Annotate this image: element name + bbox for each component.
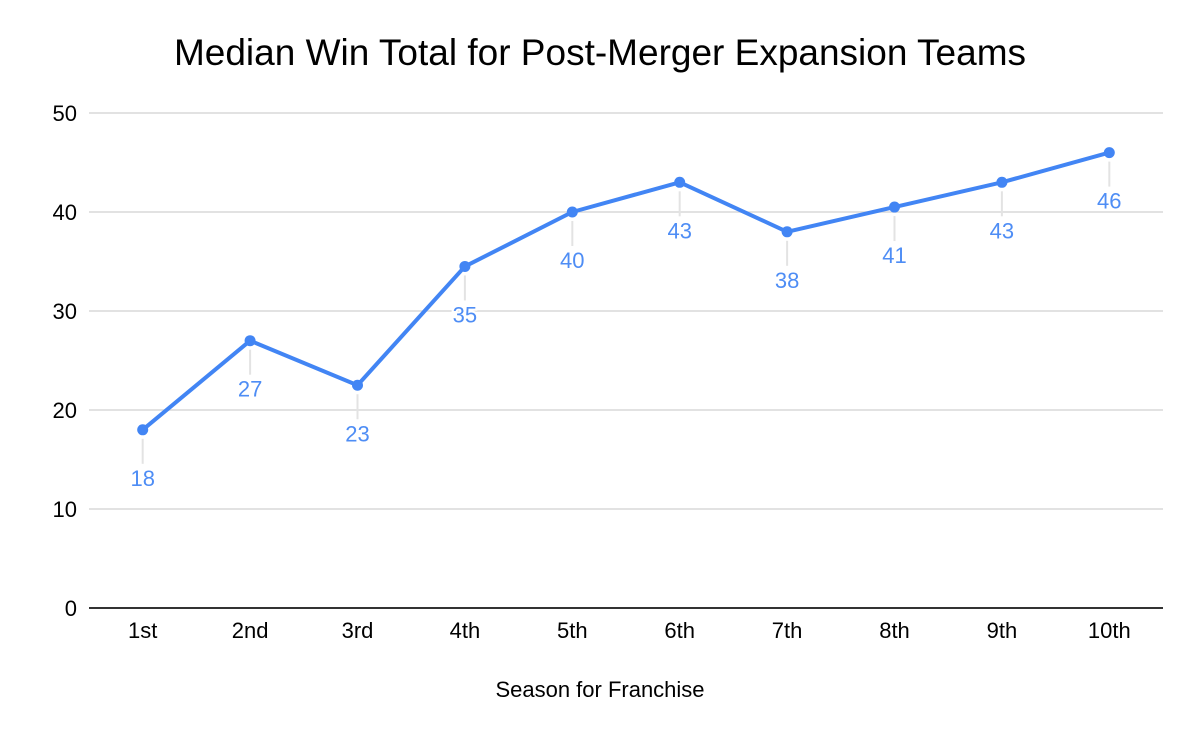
x-tick-label: 4th — [450, 618, 481, 643]
x-tick-label: 6th — [664, 618, 695, 643]
x-tick-label: 5th — [557, 618, 588, 643]
data-point[interactable] — [781, 226, 793, 238]
y-tick-label: 10 — [53, 497, 77, 522]
data-point-label: 38 — [775, 268, 799, 293]
x-axis-title: Season for Franchise — [495, 677, 705, 702]
data-point[interactable] — [566, 206, 578, 218]
data-point[interactable] — [459, 260, 471, 272]
data-point-label: 23 — [345, 421, 369, 446]
series-line — [140, 150, 1112, 432]
y-tick-label: 40 — [53, 200, 77, 225]
x-tick-label: 1st — [128, 618, 157, 643]
data-point-label: 27 — [238, 377, 262, 402]
data-point[interactable] — [674, 176, 686, 188]
x-tick-label: 9th — [987, 618, 1018, 643]
x-tick-label: 10th — [1088, 618, 1131, 643]
data-point[interactable] — [352, 379, 363, 391]
y-tick-label: 0 — [65, 596, 77, 621]
data-point-label: 46 — [1097, 189, 1121, 214]
data-point[interactable] — [137, 424, 149, 436]
data-point-label: 41 — [882, 243, 906, 268]
data-point-label: 18 — [130, 466, 154, 491]
data-point-label: 43 — [667, 218, 691, 243]
x-tick-label: 8th — [879, 618, 910, 643]
y-tick-label: 50 — [53, 101, 77, 126]
data-point[interactable] — [1103, 147, 1115, 159]
data-point[interactable] — [889, 201, 900, 213]
data-point-label: 35 — [453, 302, 477, 327]
y-tick-label: 20 — [53, 398, 77, 423]
data-point[interactable] — [244, 335, 256, 347]
data-point[interactable] — [996, 176, 1008, 188]
y-tick-label: 30 — [53, 299, 77, 324]
data-point-label: 43 — [990, 218, 1014, 243]
chart-title: Median Win Total for Post-Merger Expansi… — [173, 32, 1027, 73]
x-tick-label: 7th — [772, 618, 803, 643]
data-point-label: 40 — [560, 248, 584, 273]
x-tick-label: 3rd — [342, 618, 374, 643]
x-tick-label: 2nd — [232, 618, 269, 643]
